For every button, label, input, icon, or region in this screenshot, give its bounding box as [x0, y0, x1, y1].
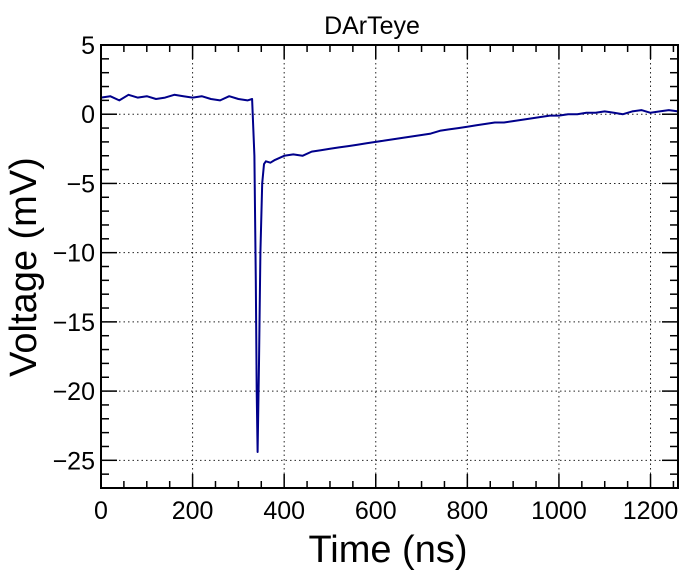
- y-tick-label: 5: [81, 32, 95, 60]
- x-tick-label: 200: [172, 497, 214, 525]
- x-tick-label: 600: [355, 497, 397, 525]
- axis-ticks: [100, 44, 678, 489]
- x-tick-label: 1200: [623, 497, 679, 525]
- y-tick-label: −20: [53, 378, 95, 406]
- chart-title: DArTeye: [324, 12, 420, 40]
- tick-labels: 0 200 400 600 800 1000 1200 5 0 −5 −10 −15 −20 −25: [53, 32, 679, 525]
- x-tick-label: 800: [446, 497, 488, 525]
- x-tick-label: 1000: [531, 497, 587, 525]
- waveform-series: [100, 93, 679, 453]
- y-tick-label: −25: [53, 447, 95, 475]
- x-tick-label: 400: [263, 497, 305, 525]
- y-axis-label: Voltage (mV): [3, 157, 45, 377]
- waveform-line: [100, 93, 679, 453]
- plot-frame: [100, 44, 679, 489]
- x-axis-label: Time (ns): [308, 529, 467, 571]
- y-tick-label: −10: [53, 240, 95, 268]
- y-tick-label: −5: [66, 170, 95, 198]
- grid: [100, 44, 678, 488]
- y-tick-label: −15: [53, 309, 95, 337]
- x-tick-label: 0: [94, 497, 108, 525]
- y-tick-label: 0: [81, 101, 95, 129]
